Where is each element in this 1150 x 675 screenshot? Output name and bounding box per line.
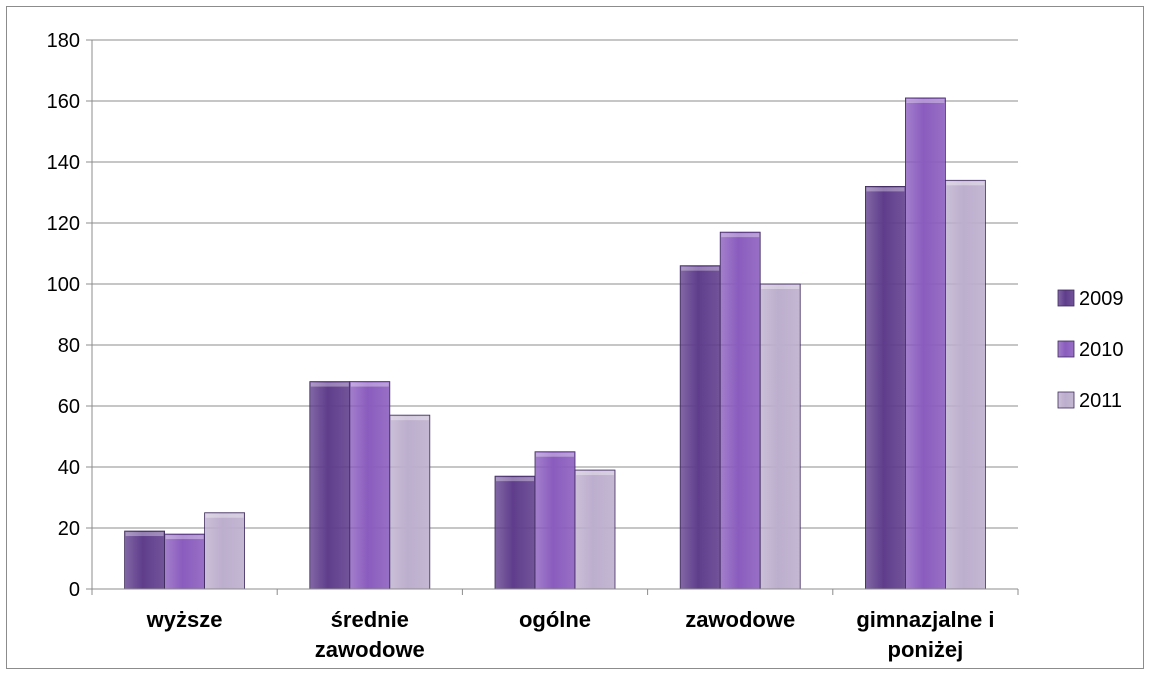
bar-top-highlight bbox=[496, 477, 534, 482]
chart-frame bbox=[6, 6, 1144, 669]
x-category-label: zawodowe bbox=[685, 607, 795, 632]
bar-top-highlight bbox=[721, 233, 760, 238]
y-tick-label: 0 bbox=[69, 579, 80, 601]
bar-top-highlight bbox=[390, 416, 429, 421]
x-category-label: wyższe bbox=[146, 607, 223, 632]
bar-2009-cat-0 bbox=[124, 530, 165, 590]
bar-2011-cat-1 bbox=[389, 414, 431, 590]
bar-2009-cat-1 bbox=[309, 381, 351, 590]
y-tick-label: 40 bbox=[58, 457, 80, 479]
y-tick-label: 140 bbox=[47, 152, 80, 174]
bar-2011-cat-0 bbox=[204, 512, 246, 590]
y-tick-label: 20 bbox=[58, 518, 80, 540]
y-tick-label: 180 bbox=[47, 30, 80, 52]
y-tick-label: 160 bbox=[47, 91, 80, 113]
bar-top-highlight bbox=[576, 471, 614, 476]
bar-2011-cat-2 bbox=[574, 469, 616, 590]
bar-top-highlight bbox=[310, 382, 349, 387]
bar-top-highlight bbox=[946, 181, 985, 186]
legend-swatch-2010 bbox=[1057, 340, 1075, 358]
bar-top-highlight bbox=[761, 285, 800, 289]
x-category-label-line: zawodowe bbox=[685, 607, 795, 632]
bar-top-highlight bbox=[866, 187, 905, 192]
bar-2010-cat-1 bbox=[349, 381, 391, 590]
x-category-label-line: gimnazjalne i bbox=[856, 607, 994, 632]
bar-top-highlight bbox=[205, 513, 244, 518]
bar-2009-cat-2 bbox=[494, 475, 536, 590]
bar-2010-cat-2 bbox=[534, 451, 576, 590]
bar-2009-cat-4 bbox=[865, 185, 906, 590]
x-category-label-line: wyższe bbox=[146, 607, 223, 632]
legend-label-2010: 2010 bbox=[1079, 339, 1124, 361]
legend-label-2009: 2009 bbox=[1079, 288, 1124, 310]
bar-2010-cat-0 bbox=[164, 533, 206, 590]
legend: 2009 2010 2011 bbox=[1057, 288, 1124, 412]
legend-label-2011: 2011 bbox=[1079, 390, 1122, 412]
x-category-label-line: ogólne bbox=[519, 607, 591, 632]
y-tick-label: 120 bbox=[47, 213, 80, 235]
bar-2011-cat-4 bbox=[945, 179, 986, 590]
axes bbox=[91, 40, 1019, 595]
x-category-label-line: średnie bbox=[331, 607, 409, 632]
bar-top-highlight bbox=[906, 98, 945, 103]
bar-top-highlight bbox=[165, 535, 204, 540]
legend-swatch-2009 bbox=[1057, 289, 1075, 307]
y-axis-ticks: 0 20 40 60 80 100 120 140 160 180 bbox=[47, 30, 92, 601]
y-tick-label: 80 bbox=[58, 335, 80, 357]
bar-2010-cat-3 bbox=[719, 231, 761, 590]
legend-swatch-2011 bbox=[1057, 391, 1075, 409]
x-category-label: średnie zawodowe bbox=[315, 607, 425, 662]
y-tick-label: 60 bbox=[58, 396, 80, 418]
x-category-label: ogólne bbox=[519, 607, 591, 632]
x-category-label-line: zawodowe bbox=[315, 637, 425, 662]
bar-top-highlight bbox=[350, 382, 389, 387]
bar-top-highlight bbox=[681, 266, 720, 271]
x-axis-labels: wyższe średnie zawodowe ogólne zawodowe gimna… bbox=[146, 607, 995, 662]
bar-2010-cat-4 bbox=[905, 97, 946, 590]
gridlines bbox=[92, 39, 1018, 529]
x-category-label: gimnazjalne i poniżej bbox=[856, 607, 994, 662]
bar-2009-cat-3 bbox=[679, 265, 721, 590]
bar-top-highlight bbox=[536, 452, 574, 457]
bar-top-highlight bbox=[125, 532, 164, 537]
x-category-label-line: poniżej bbox=[888, 637, 964, 662]
bar-2011-cat-3 bbox=[759, 283, 801, 590]
bars bbox=[124, 97, 986, 590]
y-tick-label: 100 bbox=[47, 274, 80, 296]
